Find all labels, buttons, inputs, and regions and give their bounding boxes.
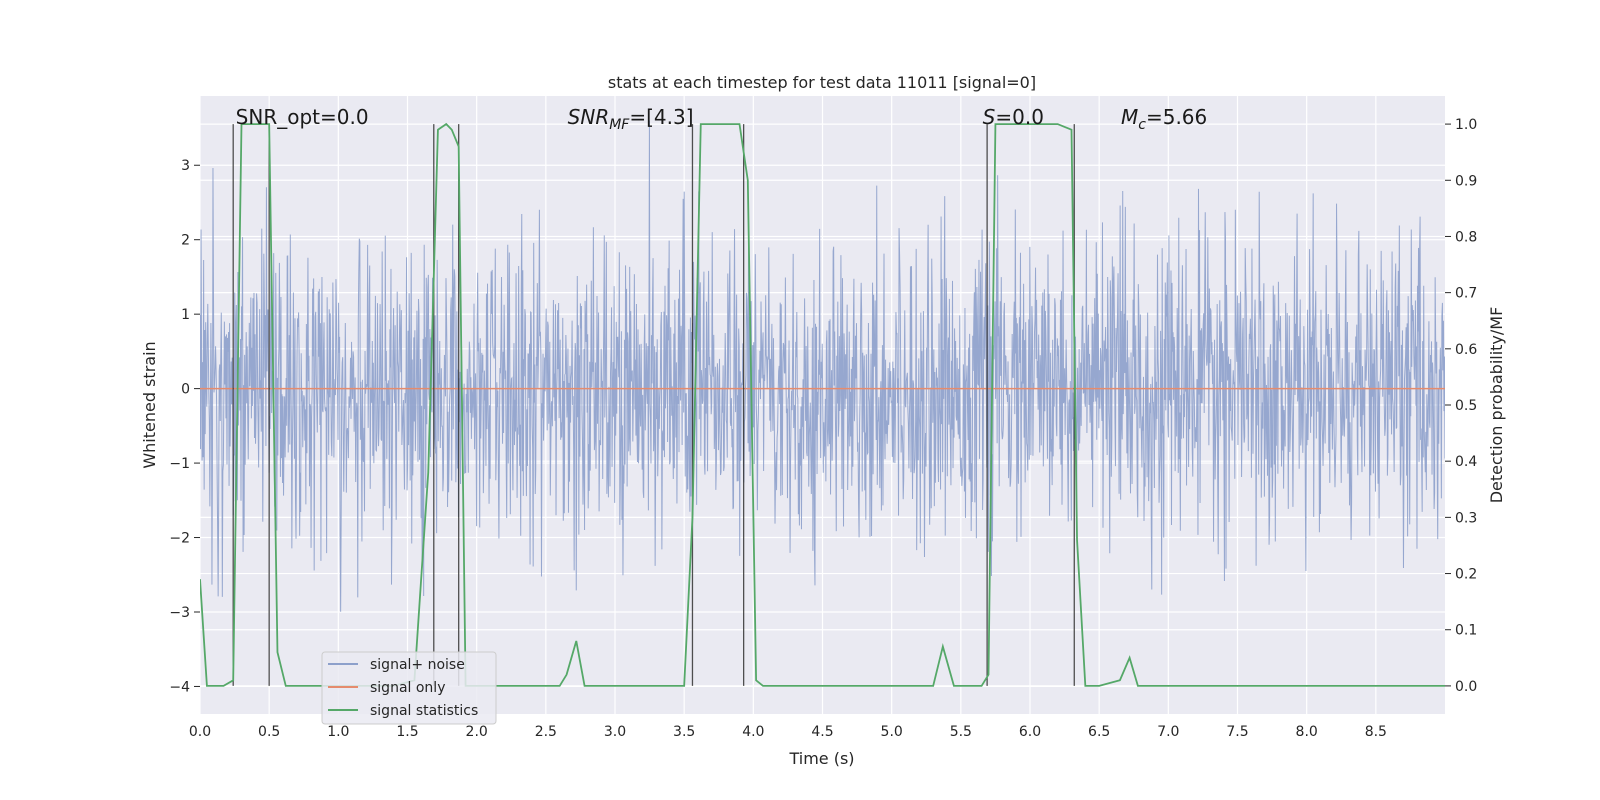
y-left-tick-label-7: 3 bbox=[181, 158, 190, 174]
x-tick-label-0: 0.0 bbox=[189, 724, 211, 740]
y-right-tick-label-6: 0.6 bbox=[1455, 342, 1477, 358]
x-tick-label-14: 7.0 bbox=[1157, 724, 1179, 740]
x-tick-label-2: 1.0 bbox=[327, 724, 349, 740]
annotation-1: SNRMF=[4.3] bbox=[568, 105, 694, 133]
x-tick-label-4: 2.0 bbox=[466, 724, 488, 740]
y-right-tick-label-0: 0.0 bbox=[1455, 679, 1477, 695]
x-tick-label-15: 7.5 bbox=[1226, 724, 1248, 740]
x-tick-label-9: 4.5 bbox=[811, 724, 833, 740]
y-left-axis-ticks: −4 −3 −2 −1 0 1 2 3 bbox=[169, 158, 200, 695]
x-tick-label-17: 8.5 bbox=[1365, 724, 1387, 740]
y-left-tick-label-3: −1 bbox=[169, 456, 190, 472]
y-left-tick-label-6: 2 bbox=[181, 233, 190, 249]
y-left-tick-label-0: −4 bbox=[169, 679, 190, 695]
x-tick-label-13: 6.5 bbox=[1088, 724, 1110, 740]
x-tick-label-1: 0.5 bbox=[258, 724, 280, 740]
signal-noise-line bbox=[200, 120, 1445, 612]
y-left-tick-label-2: −2 bbox=[169, 531, 190, 547]
y-right-tick-label-3: 0.3 bbox=[1455, 510, 1477, 526]
y-right-tick-label-2: 0.2 bbox=[1455, 567, 1477, 583]
x-axis-ticks: 0.0 0.5 1.0 1.5 2.0 2.5 3.0 3.5 4.0 4.5 5.0 5.5 6.0 6… bbox=[189, 724, 1387, 740]
x-tick-label-3: 1.5 bbox=[396, 724, 418, 740]
y-right-tick-label-9: 0.9 bbox=[1455, 173, 1477, 189]
y-left-tick-label-4: 0 bbox=[181, 382, 190, 398]
x-tick-label-7: 3.5 bbox=[673, 724, 695, 740]
signal-noise-series bbox=[200, 120, 1445, 612]
y-right-tick-label-8: 0.8 bbox=[1455, 229, 1477, 245]
x-tick-label-8: 4.0 bbox=[742, 724, 764, 740]
y-right-tick-label-1: 0.1 bbox=[1455, 623, 1477, 639]
annotations: SNR_opt=0.0 SNRMF=[4.3] S=0.0 Mc=5.66 bbox=[236, 105, 1208, 133]
y-left-axis-label: Whitened strain bbox=[140, 341, 159, 468]
y-right-tick-label-5: 0.5 bbox=[1455, 398, 1477, 414]
legend-label-signal-noise: signal+ noise bbox=[370, 657, 465, 673]
legend-label-signal-only: signal only bbox=[370, 680, 445, 696]
x-tick-label-6: 3.0 bbox=[604, 724, 626, 740]
x-axis-label: Time (s) bbox=[788, 749, 854, 768]
x-tick-label-5: 2.5 bbox=[535, 724, 557, 740]
legend-box bbox=[321, 651, 497, 725]
annotation-0: SNR_opt=0.0 bbox=[236, 105, 369, 129]
y-left-tick-label-1: −3 bbox=[169, 605, 190, 621]
annotation-3: Mc=5.66 bbox=[1121, 105, 1207, 133]
chart-title: stats at each timestep for test data 110… bbox=[608, 73, 1036, 92]
y-right-tick-label-7: 0.7 bbox=[1455, 286, 1477, 302]
vertical-markers bbox=[232, 124, 1075, 686]
x-tick-label-11: 5.5 bbox=[950, 724, 972, 740]
x-tick-label-16: 8.0 bbox=[1296, 724, 1318, 740]
legend-label-signal-statistics: signal statistics bbox=[370, 703, 478, 719]
annotation-2: S=0.0 bbox=[983, 105, 1044, 129]
y-right-tick-label-4: 0.4 bbox=[1455, 454, 1477, 470]
y-right-tick-label-10: 1.0 bbox=[1455, 117, 1477, 133]
signal-statistics-series bbox=[200, 122, 1445, 687]
y-right-axis-label: Detection probability/MF bbox=[1487, 307, 1506, 504]
y-left-tick-label-5: 1 bbox=[181, 307, 190, 323]
x-tick-label-10: 5.0 bbox=[881, 724, 903, 740]
x-tick-label-12: 6.0 bbox=[1019, 724, 1041, 740]
signal-statistics-line bbox=[200, 122, 1445, 687]
legend: signal+ noise signal only signal statist… bbox=[321, 651, 497, 725]
y-right-axis-ticks: 0.0 0.1 0.2 0.3 0.4 0.5 0.6 0.7 0.8 0.9 1.0 bbox=[1445, 117, 1477, 695]
